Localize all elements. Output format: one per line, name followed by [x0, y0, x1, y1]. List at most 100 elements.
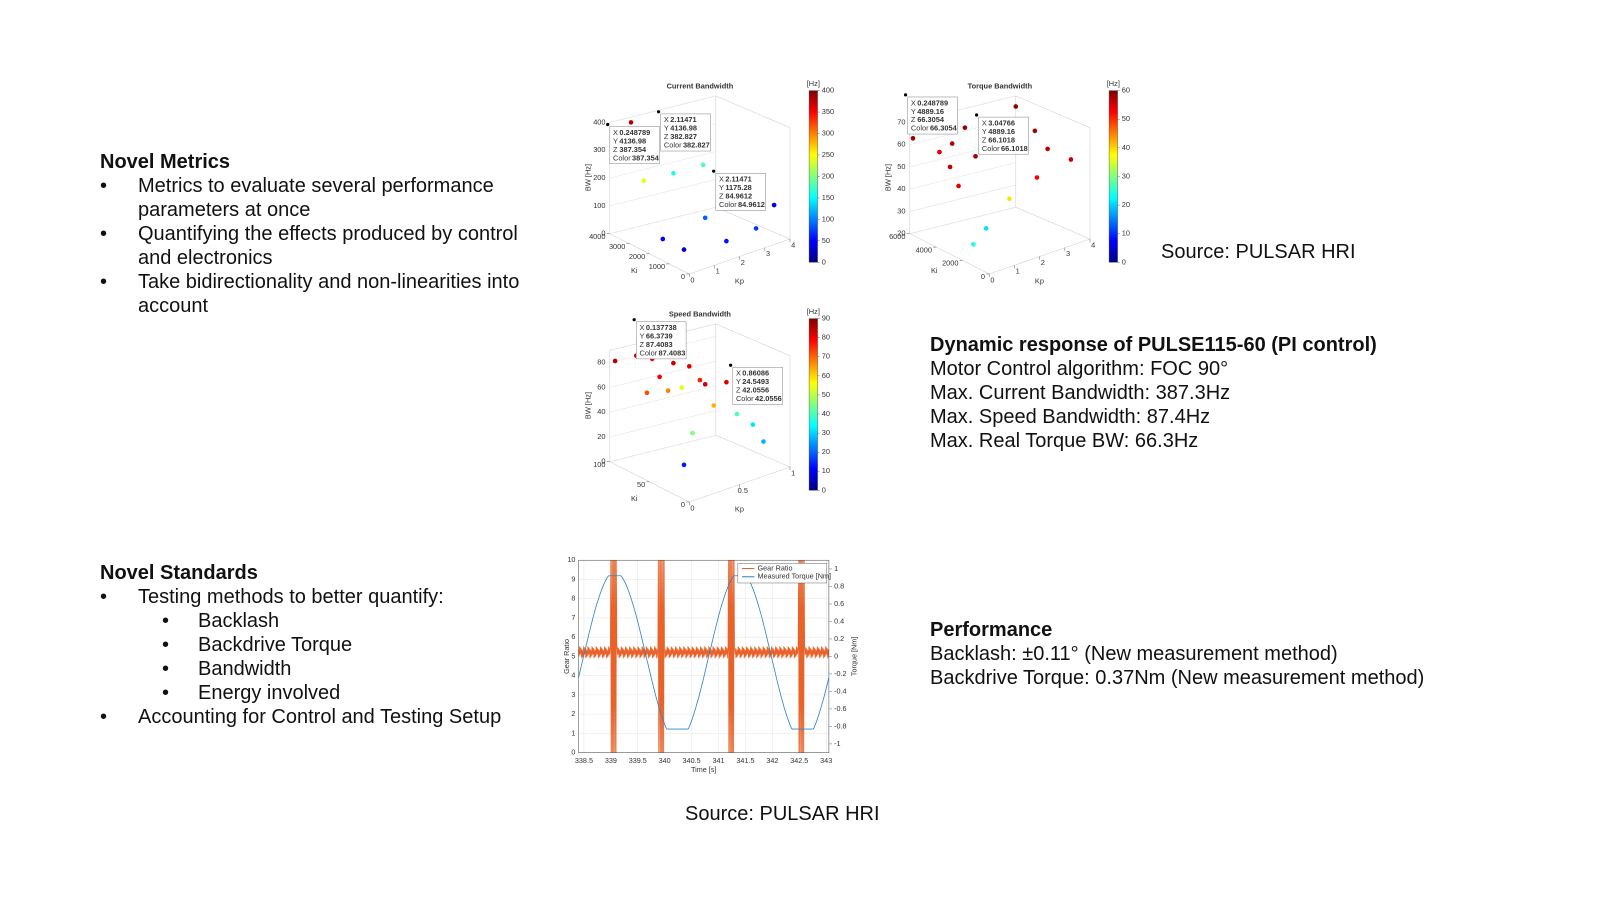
y-tick-label: 6 [571, 632, 575, 641]
marker [690, 430, 695, 436]
colorbar-unit: [Hz] [807, 80, 820, 88]
plot-title: Current Bandwidth [667, 81, 734, 90]
line: Max. Current Bandwidth: 387.3Hz [930, 382, 1231, 404]
colorbar-tick-label: 20 [1122, 200, 1130, 209]
marker [702, 215, 708, 221]
datatip-value: 4889.16 [988, 127, 1015, 136]
datatip [609, 126, 660, 165]
y2-tick-label: 0.4 [834, 616, 844, 625]
marker [681, 247, 687, 252]
datatip-anchor [632, 318, 636, 322]
axis-frame [909, 233, 990, 275]
datatip-label: Y [982, 127, 987, 136]
x-tick-label: 1 [791, 468, 795, 477]
z-grid-line [609, 95, 716, 123]
x-tick-label: 341.5 [736, 756, 754, 765]
bullet: Testing methods to better quantify: [100, 585, 520, 609]
bullet: Take bidirectionality and non-linearitie… [100, 270, 520, 318]
datatip-value: 66.1018 [1001, 144, 1028, 153]
marker [1034, 175, 1040, 180]
datatip-label: Y [613, 136, 618, 145]
z-tick-label: 60 [597, 382, 605, 391]
marker [956, 183, 961, 189]
colorbar-tick-label: 0 [1122, 257, 1126, 266]
x-axis-label: Kp [735, 504, 744, 513]
marker [671, 170, 676, 176]
y-tick-label: 6000 [889, 232, 905, 241]
marker [734, 411, 740, 417]
axis-frame [989, 238, 1091, 275]
x-tick-label: 342 [766, 756, 778, 765]
z-grid-line [609, 410, 716, 438]
datatip-anchor [606, 122, 610, 127]
x-tick-label: 4 [791, 240, 795, 249]
colorbar-tick-label: 0 [822, 257, 826, 266]
datatip-label: X [911, 98, 916, 107]
legend-label: Measured Torque [Nm] [758, 572, 831, 581]
datatip-value: 66.3739 [646, 332, 673, 341]
datatip-value: 382.827 [683, 141, 710, 150]
marker [1032, 128, 1038, 134]
y-axis-label: Ki [631, 494, 638, 503]
y2-tick-label: 0.8 [834, 581, 844, 590]
datatip-value: 1175.28 [725, 183, 751, 192]
z-tick-label: 50 [897, 162, 905, 171]
sub-bullet: Backlash [100, 609, 520, 633]
x-tick-label: 1 [716, 267, 720, 276]
marker [644, 390, 650, 396]
datatip-value: 42.0556 [742, 386, 769, 395]
heading: Novel Standards [100, 562, 258, 584]
datatip-anchor [903, 93, 908, 97]
x-tick-label: 342.5 [790, 756, 808, 765]
colorbar-tick-label: 100 [822, 214, 834, 223]
y2-tick-label: -0.6 [834, 704, 846, 713]
datatip-value: 4136.98 [670, 124, 697, 133]
y2-axis-label: Torque [Nm] [850, 637, 859, 676]
datatip-value: 387.354 [632, 153, 660, 162]
y2-tick-label: 0.2 [834, 634, 844, 643]
y2-tick-label: 0.6 [834, 599, 844, 608]
marker [657, 374, 662, 380]
gear-ratio-trace [578, 560, 830, 753]
z-axis-label: BW [Hz] [884, 164, 893, 191]
datatip-label: Y [719, 183, 724, 192]
datatip-value: 0.86086 [742, 369, 769, 378]
colorbar-tick-label: 90 [822, 314, 830, 323]
datatip-value: 66.1018 [988, 135, 1015, 144]
colorbar-tick-label: 80 [822, 333, 830, 342]
colorbar [1108, 90, 1118, 263]
colorbar-tick-label: 250 [822, 150, 834, 159]
z-tick-label: 80 [597, 358, 605, 367]
z-tick-label: 70 [897, 117, 905, 126]
marker [697, 377, 703, 383]
y-tick-label: 0 [571, 748, 575, 757]
marker [612, 358, 618, 364]
z-grid-line [609, 179, 716, 207]
torque-trace [578, 575, 830, 730]
z-tick-label: 0 [601, 229, 605, 238]
line: Max. Speed Bandwidth: 87.4Hz [930, 406, 1211, 428]
colorbar-tick-label: 20 [822, 447, 830, 456]
datatip-value: 2.11471 [725, 175, 751, 184]
marker [771, 202, 777, 208]
x-tick-label: 340.5 [683, 756, 701, 765]
marker [962, 125, 968, 131]
y2-tick-label: -0.4 [834, 686, 846, 695]
y-tick-label: 8 [571, 594, 575, 603]
y-axis-label: Ki [931, 266, 938, 275]
datatip-value: 66.3054 [917, 115, 945, 124]
datatip-value: 4889.16 [917, 107, 944, 116]
colorbar-tick-label: 50 [822, 236, 830, 245]
axis-frame [1015, 206, 1091, 240]
y-tick-label: 1000 [649, 262, 665, 271]
datatip-value: 66.3054 [930, 124, 958, 133]
y-axis-label: Ki [631, 266, 638, 275]
y-tick-label: 0 [681, 272, 685, 281]
plot-frame [578, 559, 830, 753]
x-tick-label: 341 [712, 756, 724, 765]
marker [1045, 146, 1050, 152]
y-tick-label: 2000 [629, 252, 645, 261]
datatip-label: Color [639, 349, 657, 358]
z-tick-label: 100 [593, 201, 605, 210]
colorbar-tick-label: 50 [822, 390, 830, 399]
